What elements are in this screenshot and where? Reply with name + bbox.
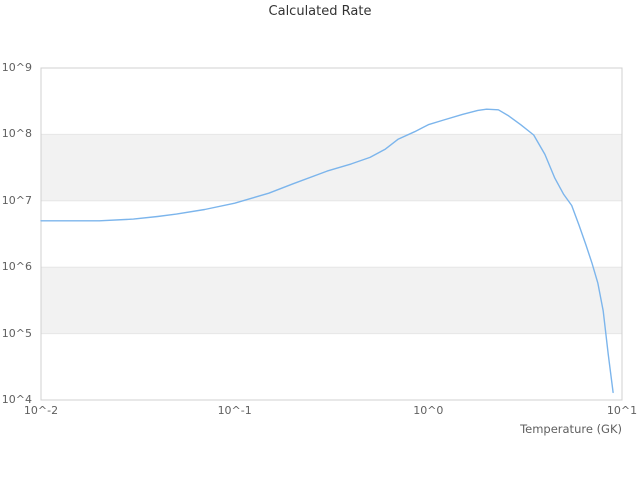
- grid-band: [41, 267, 622, 334]
- rate-curve: [40, 108, 614, 394]
- x-axis-title: Temperature (GK): [520, 422, 622, 436]
- y-tick-label: 10^8: [1, 127, 32, 141]
- y-tick-label: 10^7: [1, 193, 32, 207]
- x-tick-label: 10^-2: [23, 404, 59, 417]
- y-tick-label: 10^5: [1, 326, 32, 340]
- y-tick-label: 10^9: [1, 61, 32, 74]
- y-tick-label: 10^4: [1, 393, 32, 406]
- chart-title: Calculated Rate: [268, 4, 372, 19]
- x-tick-label: 10^0: [413, 404, 444, 417]
- x-tick-label: 10^-1: [217, 404, 252, 417]
- plot-border: [40, 67, 623, 401]
- x-tick-label: 10^1: [606, 404, 638, 417]
- y-tick-label: 10^6: [1, 260, 32, 274]
- grid-band: [41, 134, 622, 201]
